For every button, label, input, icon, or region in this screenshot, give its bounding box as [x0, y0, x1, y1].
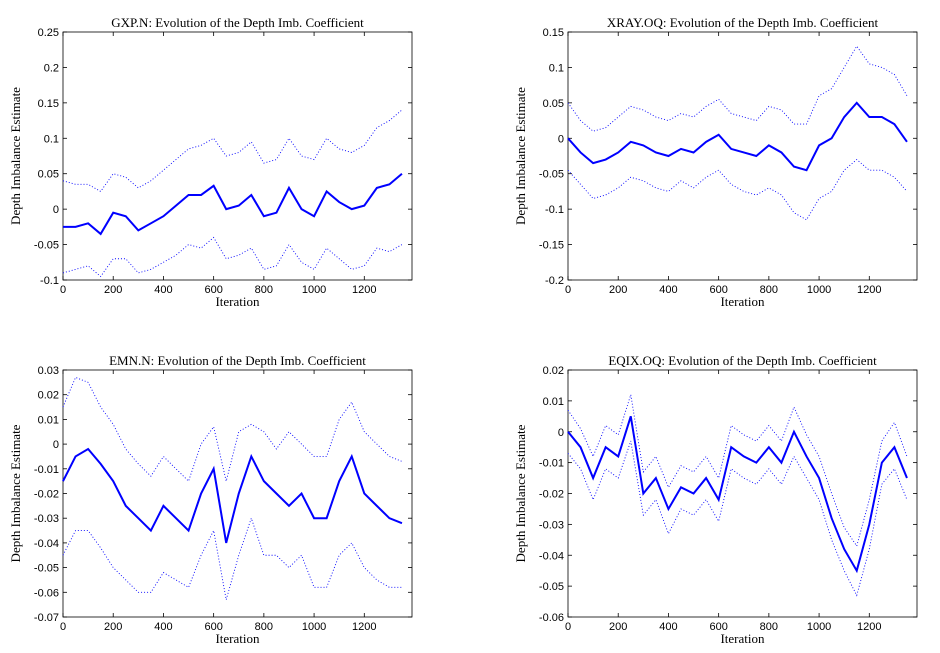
y-tick-label: -0.01	[539, 458, 564, 470]
y-tick-label: -0.07	[34, 612, 59, 624]
band-line	[567, 45, 908, 132]
y-tick-label: 0	[53, 204, 59, 216]
x-tick-label: 200	[104, 621, 122, 633]
x-tick-label: 800	[760, 621, 778, 633]
y-tick-label: -0.03	[539, 519, 564, 531]
x-axis-label: Iteration	[720, 631, 765, 646]
y-axis-label: Depth Imbalance Estimate	[513, 424, 528, 562]
x-tick-label: 1000	[302, 284, 326, 296]
y-axis-label: Depth Imbalance Estimate	[513, 87, 528, 225]
y-tick-label: -0.1	[545, 204, 564, 216]
band-line	[62, 376, 403, 482]
axes-box	[567, 31, 918, 281]
y-tick-label: 0.02	[543, 365, 564, 377]
y-tick-label: -0.05	[539, 169, 564, 181]
band-line	[567, 394, 908, 548]
y-tick-label: 0.2	[44, 62, 59, 74]
estimate-line	[62, 447, 403, 544]
x-tick-label: 1000	[807, 621, 831, 633]
y-tick-label: -0.05	[34, 240, 59, 252]
y-tick-label: -0.04	[34, 538, 59, 550]
chart-title: XRAY.OQ: Evolution of the Depth Imb. Coe…	[607, 15, 879, 30]
x-tick-label: 1200	[352, 621, 376, 633]
y-tick-label: -0.01	[34, 464, 59, 476]
x-tick-label: 600	[709, 284, 727, 296]
subplot: -0.06 -0.05 -0.04 -0.03 -0.02 -0.01 0 0.01 0.02 0…	[513, 353, 918, 646]
y-tick-label: -0.1	[40, 275, 59, 287]
x-tick-label: 400	[154, 621, 172, 633]
chart-title: GXP.N: Evolution of the Depth Imb. Coeff…	[111, 15, 364, 30]
x-tick-label: 600	[204, 284, 222, 296]
x-tick-label: 400	[659, 621, 677, 633]
y-tick-label: 0.05	[38, 169, 59, 181]
x-tick-label: 0	[60, 621, 66, 633]
y-tick-label: 0.01	[543, 396, 564, 408]
x-tick-label: 800	[760, 284, 778, 296]
y-tick-label: -0.06	[539, 612, 564, 624]
x-tick-label: 600	[204, 621, 222, 633]
y-tick-label: -0.03	[34, 513, 59, 525]
x-tick-label: 400	[154, 284, 172, 296]
y-tick-label: 0	[53, 439, 59, 451]
y-tick-label: 0.15	[38, 98, 59, 110]
y-tick-label: -0.04	[539, 550, 564, 562]
x-tick-label: 800	[255, 284, 273, 296]
estimate-line	[63, 172, 403, 236]
x-tick-label: 0	[565, 621, 571, 633]
band-line	[62, 516, 402, 600]
band-line	[567, 440, 908, 597]
axes-box	[62, 31, 413, 281]
subplot: -0.1 -0.05 0 0.05 0.1 0.15 0.2 0.25 0 200 400 600 80…	[8, 15, 413, 309]
estimate-line	[567, 101, 908, 172]
y-tick-label: -0.06	[34, 587, 59, 599]
y-tick-label: 0.25	[38, 27, 59, 39]
y-tick-label: -0.2	[545, 275, 564, 287]
subplot: -0.07 -0.06 -0.05 -0.04 -0.03 -0.02 -0.01 0 0.01…	[8, 353, 413, 646]
y-tick-label: 0.01	[38, 414, 59, 426]
chart-title: EQIX.OQ: Evolution of the Depth Imb. Coe…	[608, 353, 877, 368]
y-tick-label: -0.02	[539, 489, 564, 501]
x-axis-label: Iteration	[720, 294, 765, 309]
y-tick-label: 0	[558, 427, 564, 439]
x-axis-label: Iteration	[215, 631, 260, 646]
y-tick-label: 0.1	[44, 133, 59, 145]
x-tick-label: 1200	[352, 284, 376, 296]
x-tick-label: 200	[609, 284, 627, 296]
y-axis-label: Depth Imbalance Estimate	[8, 87, 23, 225]
x-tick-label: 0	[565, 284, 571, 296]
x-tick-label: 400	[659, 284, 677, 296]
x-tick-label: 1000	[807, 284, 831, 296]
x-tick-label: 0	[60, 284, 66, 296]
x-tick-label: 200	[609, 621, 627, 633]
y-tick-label: -0.15	[539, 240, 564, 252]
y-axis-label: Depth Imbalance Estimate	[8, 424, 23, 562]
x-tick-label: 1200	[857, 284, 881, 296]
y-tick-label: 0.15	[543, 27, 564, 39]
band-line	[62, 109, 403, 193]
x-tick-label: 800	[255, 621, 273, 633]
y-tick-label: -0.05	[539, 581, 564, 593]
axes-box	[567, 369, 918, 618]
x-tick-label: 1000	[302, 621, 326, 633]
y-tick-label: 0.05	[543, 98, 564, 110]
subplot: -0.2 -0.15 -0.1 -0.05 0 0.05 0.1 0.15 0 200 400 600…	[513, 15, 918, 309]
y-tick-label: -0.02	[34, 489, 59, 501]
chart-title: EMN.N: Evolution of the Depth Imb. Coeff…	[109, 353, 366, 368]
x-tick-label: 200	[104, 284, 122, 296]
band-line	[567, 158, 908, 221]
estimate-line	[567, 416, 908, 574]
x-tick-label: 600	[709, 621, 727, 633]
y-tick-label: 0.02	[38, 390, 59, 402]
y-tick-label: 0.1	[549, 62, 564, 74]
y-tick-label: 0	[558, 133, 564, 145]
x-tick-label: 1200	[857, 621, 881, 633]
y-tick-label: -0.05	[34, 563, 59, 575]
y-tick-label: 0.03	[38, 365, 59, 377]
axes-box	[62, 369, 413, 618]
x-axis-label: Iteration	[215, 294, 260, 309]
